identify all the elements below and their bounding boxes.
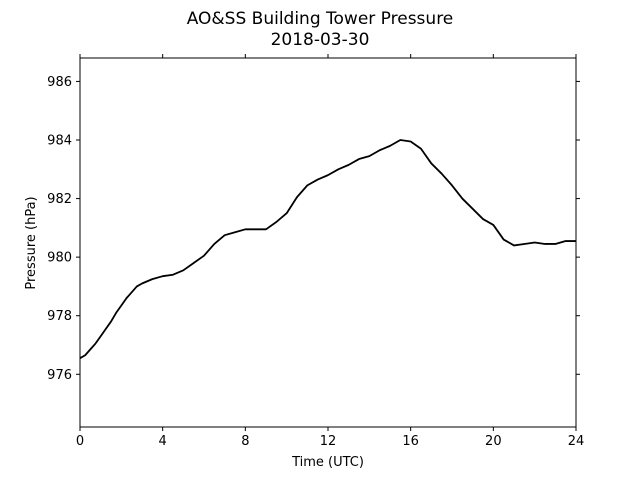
y-axis-label: Pressure (hPa)	[24, 196, 39, 289]
x-tick-label: 16	[402, 434, 419, 449]
y-tick-label: 980	[47, 251, 72, 266]
pressure-series-line	[79, 139, 576, 359]
y-tick-label: 986	[47, 75, 72, 90]
axes: 0 4 8 12 16 20 24 976 978 980 982 984 986	[47, 54, 584, 449]
plot-area	[79, 139, 576, 359]
y-tick-label: 984	[47, 134, 72, 149]
y-tick-label: 976	[47, 368, 72, 383]
x-tick-label: 24	[568, 434, 585, 449]
chart-title: AO&SS Building Tower Pressure	[187, 9, 454, 29]
x-tick-label: 20	[485, 434, 502, 449]
y-tick-label: 982	[47, 192, 72, 207]
x-tick-label: 8	[241, 434, 249, 449]
chart-subtitle: 2018-03-30	[271, 30, 370, 50]
x-tick-label: 12	[320, 434, 337, 449]
x-tick-label: 0	[76, 434, 84, 449]
x-tick-label: 4	[159, 434, 167, 449]
x-axis-label: Time (UTC)	[291, 455, 364, 470]
plot-frame	[79, 57, 577, 428]
y-tick-label: 978	[47, 309, 72, 324]
